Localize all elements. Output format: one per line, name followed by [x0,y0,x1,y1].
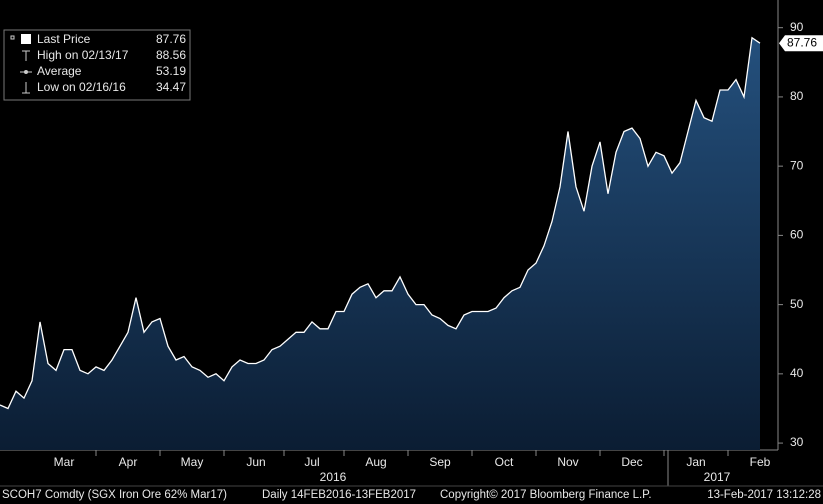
year-label: 2017 [704,470,731,484]
y-tick-label: 60 [790,228,804,242]
plot [0,36,761,450]
x-tick-label: Jun [246,455,265,469]
legend-value: 87.76 [156,32,186,46]
last-price-tag [779,35,823,52]
legend-box [3,29,191,101]
legend-value: 88.56 [156,48,186,62]
last-price-label: 87.76 [787,35,817,49]
legend: Last Price 87.76 High on 02/13/17 88.56 … [3,29,191,101]
x-tick-label: Feb [750,455,771,469]
line [0,36,761,410]
y-tick-label: 80 [790,89,804,103]
x-tick-label: Mar [54,455,75,469]
legend-icon [24,70,28,74]
x-tick-label: Aug [365,455,386,469]
x-tick-label: May [181,455,204,469]
area [0,37,760,450]
footer-text: Copyright© 2017 Bloomberg Finance L.P. [440,489,652,501]
legend-label: Low on 02/16/16 [37,80,126,94]
x-tick-label: Oct [495,455,514,469]
y-tick-label: 50 [790,297,804,311]
x-tick-label: Dec [621,455,642,469]
legend-value: 34.47 [156,80,186,94]
y-tick-label: 30 [790,435,804,449]
year-label: 2016 [320,470,347,484]
legend-icon [10,35,15,40]
legend-label: High on 02/13/17 [37,48,129,62]
footer-text: Daily 14FEB2016-13FEB2017 [262,489,416,501]
legend-icon [22,50,30,61]
legend-value: 53.19 [156,64,186,78]
y-tick-label: 70 [790,158,804,172]
x-tick-label: Apr [119,455,138,469]
x-tick-label: Nov [557,455,578,469]
x-tick-label: Sep [429,455,451,469]
y-tick-label: 90 [790,20,804,34]
legend-icon [22,82,30,94]
footer-text: 13-Feb-2017 13:12:28 [707,489,821,501]
legend-label: Average [37,64,82,78]
x-tick-label: Jul [304,455,319,469]
y-tick-label: 40 [790,366,804,380]
legend-swatch [21,34,31,44]
legend-label: Last Price [37,32,91,46]
x-tick-label: Jan [686,455,705,469]
footer-text: SCOH7 Comdty (SGX Iron Ore 62% Mar17) [2,489,227,501]
